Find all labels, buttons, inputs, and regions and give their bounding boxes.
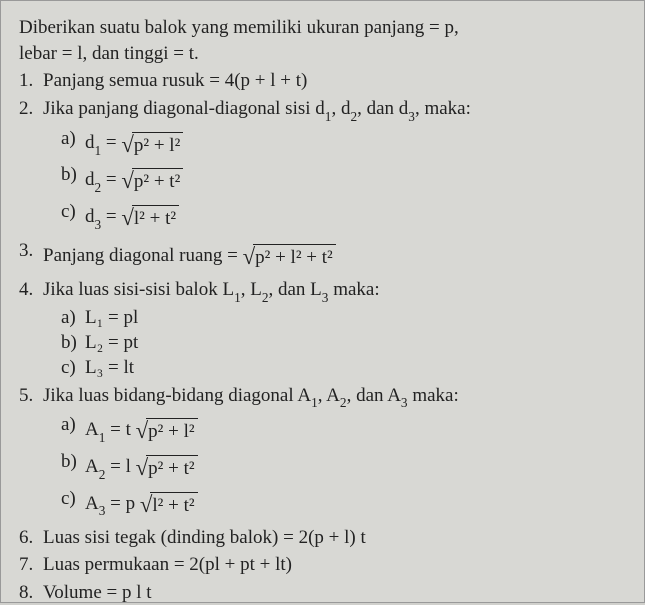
item-number: 3. <box>19 238 33 264</box>
item-number: 7. <box>19 552 33 578</box>
sqrt: √p² + t² <box>136 452 198 483</box>
main-list: 1. Panjang semua rusuk = 4(p + l + t) 2.… <box>19 68 626 605</box>
sqrt: √p² + l² <box>121 129 183 160</box>
formula: L₂ = pt <box>85 332 138 353</box>
sqrt: √p² + t² <box>121 165 183 196</box>
item-number: 5. <box>19 383 33 409</box>
item-5b: b) A2 = l √p² + t² <box>61 449 626 486</box>
sub-letter: a) <box>61 412 76 438</box>
sublist-2: a) d1 = √p² + l² b) d2 = √p² + t² c) <box>43 126 626 236</box>
sub-letter: b) <box>61 449 77 475</box>
sqrt: √p² + l² <box>136 415 198 446</box>
sublist-4: a) L₁ = pl b) L₂ = pt c) L₃ = lt <box>43 306 626 380</box>
intro-line1: Diberikan suatu balok yang memiliki ukur… <box>19 17 459 38</box>
sub-letter: b) <box>61 162 77 188</box>
item-4b: b) L₂ = pt <box>61 331 626 356</box>
formula: Panjang diagonal ruang = √p² + l² + t² <box>43 245 336 266</box>
item-3: 3. Panjang diagonal ruang = √p² + l² + t… <box>19 238 626 275</box>
formula: A1 = t √p² + l² <box>85 419 198 440</box>
item-4c: c) L₃ = lt <box>61 356 626 381</box>
item-text: Volume = p l t <box>43 582 152 603</box>
formula: A2 = l √p² + t² <box>85 456 198 477</box>
item-number: 4. <box>19 277 33 303</box>
sublist-5: a) A1 = t √p² + l² b) A2 = l √p² + t² c) <box>43 412 626 522</box>
item-5a: a) A1 = t √p² + l² <box>61 412 626 449</box>
sub-letter: a) <box>61 306 76 331</box>
sub-letter: b) <box>61 331 77 356</box>
item-number: 1. <box>19 68 33 94</box>
item-2c: c) d3 = √l² + t² <box>61 199 626 236</box>
item-text: Panjang semua rusuk = 4(p + l + t) <box>43 70 307 91</box>
item-5c: c) A3 = p √l² + t² <box>61 486 626 523</box>
formula: d2 = √p² + t² <box>85 169 183 190</box>
item-4: 4. Jika luas sisi-sisi balok L1, L2, dan… <box>19 277 626 381</box>
item-2: 2. Jika panjang diagonal-diagonal sisi d… <box>19 96 626 236</box>
item-text: Jika luas bidang-bidang diagonal A1, A2,… <box>43 385 459 406</box>
item-number: 6. <box>19 525 33 551</box>
item-1: 1. Panjang semua rusuk = 4(p + l + t) <box>19 68 626 94</box>
document-box: Diberikan suatu balok yang memiliki ukur… <box>0 0 645 603</box>
item-number: 2. <box>19 96 33 122</box>
item-number: 8. <box>19 580 33 605</box>
intro-line2: lebar = l, dan tinggi = t. <box>19 43 199 64</box>
sqrt: √p² + l² + t² <box>243 241 336 272</box>
item-text: Jika panjang diagonal-diagonal sisi d1, … <box>43 98 471 119</box>
sub-letter: c) <box>61 199 76 225</box>
sub-letter: a) <box>61 126 76 152</box>
formula: L₃ = lt <box>85 357 134 378</box>
item-4a: a) L₁ = pl <box>61 306 626 331</box>
item-8: 8. Volume = p l t <box>19 580 626 605</box>
item-text: Luas sisi tegak (dinding balok) = 2(p + … <box>43 527 366 548</box>
item-7: 7. Luas permukaan = 2(pl + pt + lt) <box>19 552 626 578</box>
item-text: Luas permukaan = 2(pl + pt + lt) <box>43 554 292 575</box>
intro-text: Diberikan suatu balok yang memiliki ukur… <box>19 15 626 66</box>
sub-letter: c) <box>61 356 76 381</box>
item-text: Jika luas sisi-sisi balok L1, L2, dan L3… <box>43 279 380 300</box>
item-6: 6. Luas sisi tegak (dinding balok) = 2(p… <box>19 525 626 551</box>
formula: L₁ = pl <box>85 307 138 328</box>
item-2b: b) d2 = √p² + t² <box>61 162 626 199</box>
formula: A3 = p √l² + t² <box>85 493 198 514</box>
item-2a: a) d1 = √p² + l² <box>61 126 626 163</box>
formula: d3 = √l² + t² <box>85 206 179 227</box>
sqrt: √l² + t² <box>121 202 179 233</box>
sqrt: √l² + t² <box>140 489 198 520</box>
item-5: 5. Jika luas bidang-bidang diagonal A1, … <box>19 383 626 523</box>
formula: d1 = √p² + l² <box>85 132 183 153</box>
sub-letter: c) <box>61 486 76 512</box>
